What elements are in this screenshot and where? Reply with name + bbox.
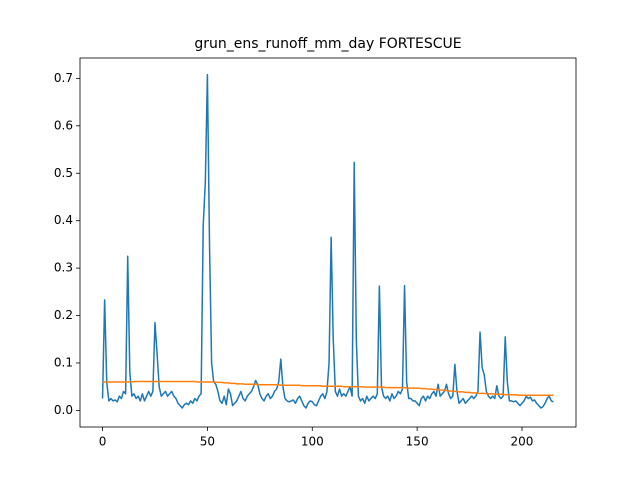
y-tick-label: 0.7	[54, 71, 73, 85]
plot-frame	[79, 57, 577, 428]
y-tick-label: 0.4	[54, 213, 73, 227]
y-tick-label: 0.2	[54, 308, 73, 322]
x-tick-label: 100	[301, 435, 324, 449]
series-line	[102, 380, 554, 396]
y-tick-label: 0.3	[54, 261, 73, 275]
chart-title: grun_ens_runoff_mm_day FORTESCUE	[194, 36, 461, 52]
x-tick-label: 150	[406, 435, 429, 449]
x-tick-label: 50	[200, 435, 215, 449]
x-tick-label: 200	[511, 435, 534, 449]
y-tick-label: 0.0	[54, 403, 73, 417]
y-tick-label: 0.6	[54, 118, 73, 132]
y-tick-label: 0.5	[54, 166, 73, 180]
series-line	[101, 73, 554, 409]
x-tick-label: 0	[99, 435, 107, 449]
y-tick-label: 0.1	[54, 355, 73, 369]
